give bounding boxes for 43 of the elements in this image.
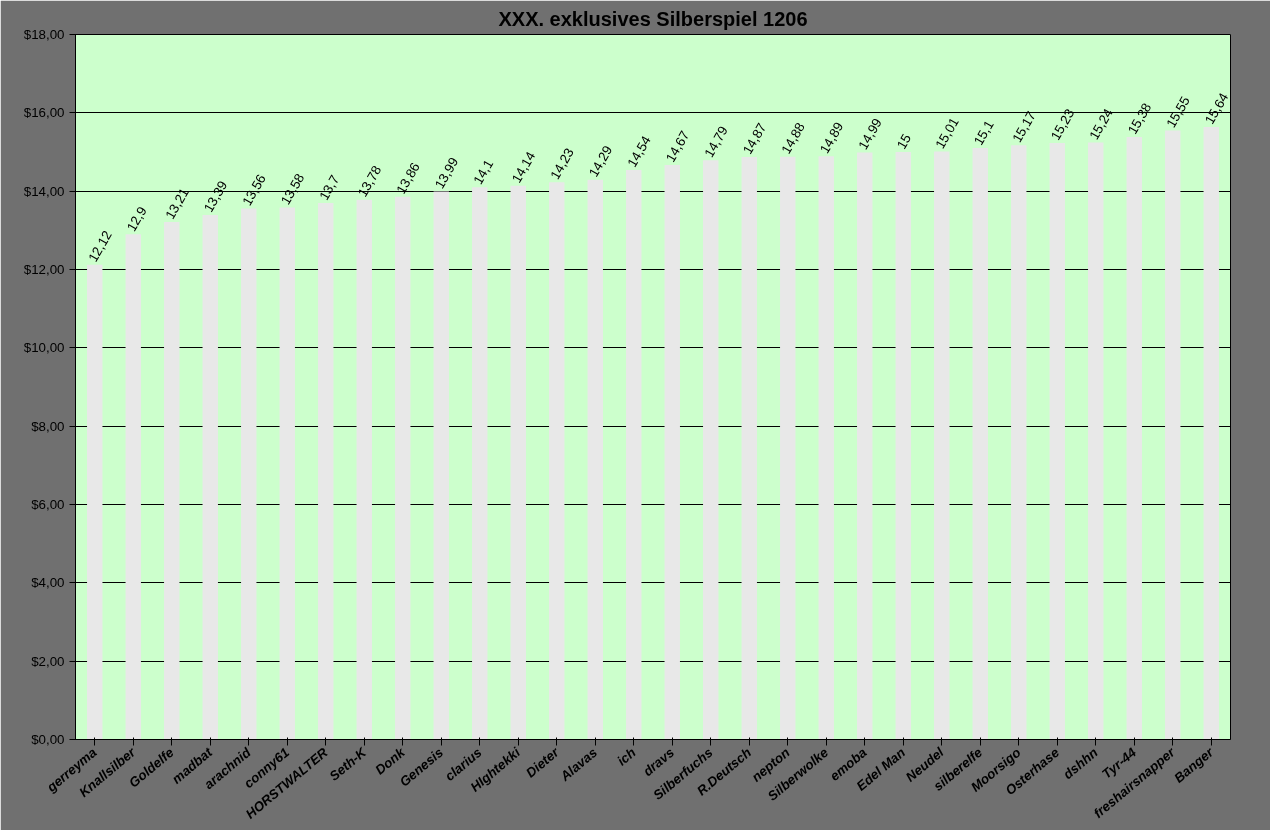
bar — [664, 164, 680, 740]
bar — [626, 170, 642, 740]
y-tick-label: $14,00 — [23, 183, 65, 199]
y-tick-label: $16,00 — [23, 105, 65, 121]
bar — [857, 152, 873, 740]
bar — [780, 156, 796, 740]
y-tick-label: $10,00 — [23, 340, 65, 356]
bar — [934, 151, 950, 740]
bar — [164, 222, 180, 740]
bar — [587, 179, 603, 740]
y-tick-label: $8,00 — [31, 418, 65, 434]
bar — [472, 187, 488, 740]
data-label: 15 — [893, 131, 915, 152]
bar — [895, 152, 911, 740]
bar — [433, 191, 449, 740]
bar — [1165, 130, 1181, 740]
bar — [87, 264, 103, 740]
bar — [279, 207, 295, 740]
bar — [703, 160, 719, 740]
bar — [241, 208, 257, 740]
x-tick-label: ich — [614, 744, 639, 769]
bar — [202, 215, 218, 740]
bar — [741, 157, 757, 740]
bar — [818, 156, 834, 740]
y-tick-label: $0,00 — [31, 732, 65, 747]
y-tick-label: $2,00 — [31, 653, 65, 669]
y-tick-label: $12,00 — [23, 262, 65, 277]
bar — [1203, 126, 1219, 740]
bar — [356, 199, 372, 740]
bar — [1126, 137, 1142, 740]
bar — [125, 234, 141, 740]
bar — [395, 196, 411, 740]
bar — [510, 185, 526, 740]
chart-title: XXX. exklusives Silberspiel 1206 — [498, 7, 808, 30]
bar — [1088, 142, 1104, 740]
bar — [1011, 145, 1027, 740]
y-tick-label: $4,00 — [31, 575, 65, 591]
y-tick-label: $6,00 — [31, 497, 65, 512]
bar — [549, 182, 565, 740]
bar — [318, 202, 334, 740]
y-tick-label: $18,00 — [23, 27, 65, 42]
bar — [1049, 142, 1065, 740]
bar — [972, 148, 988, 740]
